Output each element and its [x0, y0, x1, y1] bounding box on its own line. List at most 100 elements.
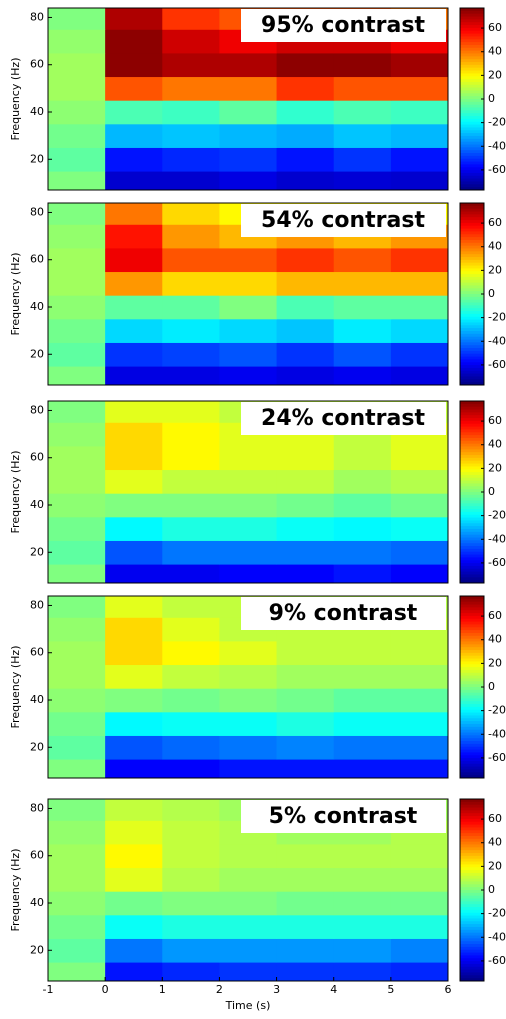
colorbar-swatch — [460, 208, 484, 213]
colorbar-swatch — [460, 265, 484, 269]
heatmap-cell — [162, 564, 220, 584]
colorbar-swatch — [460, 615, 484, 620]
y-tick-label: 60 — [30, 451, 44, 464]
heatmap-cell — [48, 799, 106, 821]
colorbar-tick-label: -40 — [488, 930, 506, 943]
colorbar-swatch — [460, 214, 484, 218]
heatmap-cell — [276, 100, 335, 125]
colorbar-swatch — [460, 904, 484, 908]
panel-title: 54% contrast — [261, 208, 425, 233]
colorbar-swatch — [460, 577, 484, 581]
colorbar-swatch — [460, 67, 484, 72]
colorbar-swatch — [460, 418, 484, 422]
heatmap-cell — [48, 688, 106, 713]
heatmap-cell — [162, 224, 220, 249]
heatmap-cell — [48, 147, 106, 172]
colorbar-swatch — [460, 420, 484, 425]
colorbar-swatch — [460, 373, 484, 377]
heatmap-cell — [390, 664, 449, 689]
colorbar-swatch — [460, 87, 484, 91]
heatmap-cell — [333, 52, 392, 78]
heatmap-cell — [162, 401, 220, 423]
y-tick-label: 80 — [30, 403, 44, 416]
colorbar-swatch — [460, 79, 484, 83]
heatmap-cell — [333, 247, 392, 273]
colorbar-swatch — [460, 672, 484, 677]
colorbar-swatch — [460, 73, 484, 77]
colorbar-swatch — [460, 743, 484, 748]
colorbar-swatch — [460, 915, 484, 919]
colorbar-swatch — [460, 84, 484, 89]
heatmap-cell — [390, 318, 449, 343]
heatmap-cell — [48, 564, 106, 584]
colorbar-swatch — [460, 890, 484, 894]
colorbar-swatch — [460, 362, 484, 366]
colorbar-swatch — [460, 409, 484, 413]
heatmap-cell — [48, 342, 106, 367]
colorbar-swatch — [460, 604, 484, 608]
heatmap-cell — [105, 688, 163, 713]
colorbar-swatch — [460, 830, 484, 834]
plot-frame — [47, 202, 449, 386]
colorbar-swatch — [460, 316, 484, 321]
title-box — [241, 800, 446, 833]
heatmap-cell — [333, 891, 392, 916]
heatmap-cell — [105, 171, 163, 191]
colorbar-swatch — [460, 746, 484, 751]
heatmap-cell — [105, 540, 163, 565]
heatmap-cell — [390, 493, 449, 518]
colorbar-swatch — [460, 133, 484, 137]
colorbar-swatch — [460, 534, 484, 538]
colorbar-swatch — [460, 961, 484, 965]
colorbar-swatch — [460, 738, 484, 742]
heatmap-cell — [390, 540, 449, 565]
heatmap-cell — [219, 938, 278, 963]
y-tick-label: 20 — [30, 545, 44, 558]
colorbar-swatch — [460, 401, 484, 405]
colorbar-swatch — [460, 164, 484, 168]
colorbar-swatch — [460, 715, 484, 719]
colorbar-swatch — [460, 669, 484, 674]
colorbar-swatch — [460, 161, 484, 165]
colorbar-swatch — [460, 652, 484, 657]
heatmap-cell — [276, 123, 335, 148]
heatmap-cell — [162, 516, 220, 541]
y-tick-label: 60 — [30, 849, 44, 862]
heatmap-cell — [390, 962, 449, 982]
colorbar-swatch — [460, 687, 484, 691]
colorbar-swatch — [460, 457, 484, 462]
heatmap-cell — [162, 123, 220, 148]
colorbar-swatch — [460, 523, 484, 527]
heatmap-cell — [276, 938, 335, 963]
heatmap-cell — [390, 914, 449, 939]
heatmap-cell — [333, 938, 392, 963]
heatmap-cell — [333, 516, 392, 541]
colorbar-swatch — [460, 658, 484, 662]
heatmap-cell — [162, 867, 220, 892]
panel-title: 95% contrast — [261, 13, 425, 38]
colorbar-swatch — [460, 853, 484, 857]
heatmap-cell — [219, 100, 278, 125]
colorbar-swatch — [460, 274, 484, 278]
heatmap-cell — [48, 759, 106, 779]
heatmap-cell — [276, 640, 335, 666]
heatmap-cell — [48, 843, 106, 869]
colorbar-swatch — [460, 972, 484, 976]
colorbar-swatch — [460, 291, 484, 295]
colorbar-swatch — [460, 93, 484, 97]
colorbar-swatch — [460, 621, 484, 625]
colorbar-tick-label: 20 — [488, 461, 502, 474]
heatmap-cell — [333, 962, 392, 982]
heatmap-cell — [48, 711, 106, 736]
heatmap-cell — [333, 445, 392, 471]
y-tick-label: 60 — [30, 253, 44, 266]
colorbar-swatch — [460, 228, 484, 232]
colorbar-swatch — [460, 22, 484, 26]
colorbar-swatch — [460, 689, 484, 694]
y-axis-label: Frequency (Hz) — [9, 253, 22, 336]
colorbar-swatch — [460, 503, 484, 507]
colorbar-swatch — [460, 325, 484, 329]
heatmap-cell — [276, 445, 335, 471]
heatmap-cell — [162, 664, 220, 689]
colorbar-swatch — [460, 855, 484, 860]
